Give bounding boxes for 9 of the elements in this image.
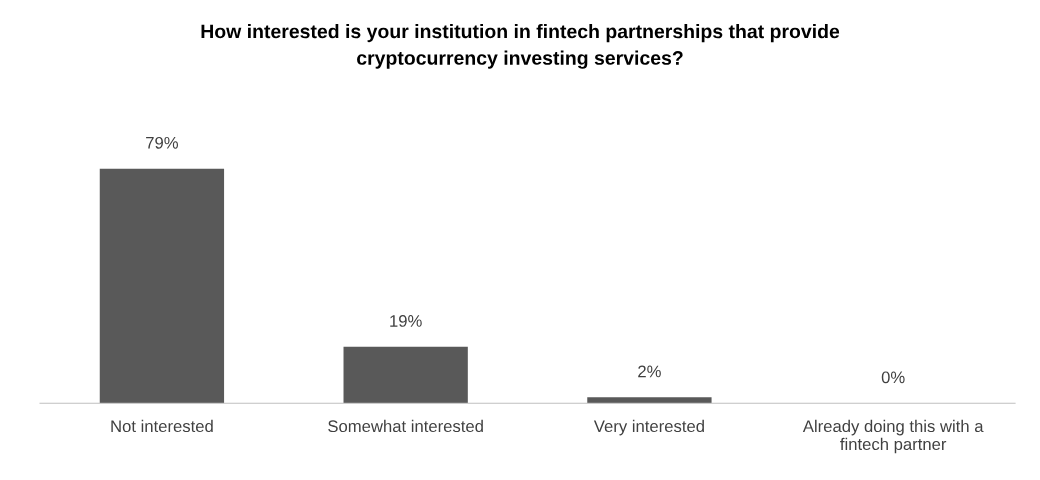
data-label: 2% — [638, 365, 661, 378]
data-label: 79% — [146, 136, 178, 149]
x-tick-label: Very interested — [593, 419, 704, 436]
x-tick-label: Somewhat interested — [328, 419, 483, 433]
chart-title: How interested is your institution in fintech partnerships that provide cryptocurrency investing services? — [201, 24, 840, 69]
data-label: 19% — [390, 315, 422, 327]
data-label: 0% — [881, 371, 905, 384]
x-tick-label: Already doing this with a fintech partner — [802, 419, 984, 454]
x-tick-label: Not interested — [111, 419, 213, 433]
